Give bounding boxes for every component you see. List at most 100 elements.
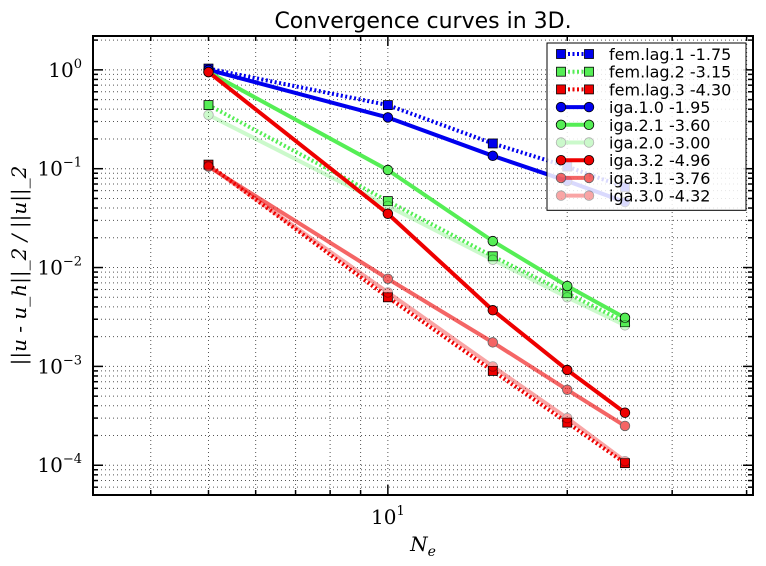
y-tick-label: 10−4 [37,452,82,477]
legend-marker [584,66,594,77]
data-point [562,417,573,428]
legend-entry: iga.3.0 -4.32 [555,187,710,206]
legend-label: fem.lag.3 -4.30 [609,80,731,99]
legend-entry: iga.2.0 -3.00 [555,134,710,153]
data-point [487,361,498,372]
legend-marker [583,154,595,166]
legend-label: iga.3.0 -4.32 [609,187,710,206]
legend-marker [584,84,594,95]
legend-marker [583,190,595,201]
data-point [619,455,631,467]
y-tick-label: 10−3 [37,353,82,378]
legend-label: iga.2.0 -3.00 [609,134,710,153]
legend-entry: fem.lag.1 -1.75 [556,45,731,64]
legend-marker [583,119,595,131]
legend-marker [555,154,567,166]
data-point [382,100,393,110]
series-iga.3.0 [203,160,631,467]
y-tick-label: 100 [48,57,82,82]
data-point [203,161,214,172]
legend-entry: iga.3.1 -3.76 [555,169,710,188]
legend-entry: iga.1.0 -1.95 [555,98,710,117]
axis-labels: Ne ||u - u_h||_2 / ||u||_2 [7,166,436,560]
data-point [382,208,394,219]
y-tick-label: 10−2 [37,255,82,280]
legend-swatch [555,137,595,148]
series-iga.2.0 [203,109,631,331]
legend-marker [555,172,567,184]
data-point [382,287,394,298]
legend-label: iga.3.1 -3.76 [609,169,710,188]
legend-label: fem.lag.2 -3.15 [609,63,731,82]
legend-swatch [556,84,594,95]
data-point [203,100,214,110]
legend-marker [555,137,567,148]
data-point [203,66,214,78]
series-line [207,113,626,328]
data-point [382,112,394,123]
legend-marker [555,101,567,113]
data-point [203,160,214,171]
axis-ticks: 100 10−1 10−2 10−3 10−4 101 [37,36,753,529]
legend-marker [556,49,566,59]
legend-entry: iga.3.2 -4.96 [555,151,710,170]
plot-frame [92,35,754,496]
data-point [562,280,573,292]
legend-marker [583,137,595,148]
legend-label: iga.1.0 -1.95 [609,98,710,117]
y-axis-label: ||u - u_h||_2 / ||u||_2 [7,166,32,366]
data-point [487,251,498,262]
legend-swatch [555,119,595,131]
legend-entry: iga.2.1 -3.60 [555,116,710,135]
data-point [487,138,498,149]
legend-swatch [556,66,594,77]
data-point [382,196,393,207]
y-tick-label: 10−1 [37,156,82,181]
data-point [487,366,498,376]
legend-marker [584,49,594,59]
legend-marker [555,190,567,201]
chart-title: Convergence curves in 3D. [274,9,571,34]
data-point [487,235,498,247]
legend-entry: fem.lag.2 -3.15 [556,63,731,82]
data-point [562,364,573,376]
data-point [619,312,631,324]
x-tick-label: 101 [371,504,405,529]
legend-label: iga.3.2 -4.96 [609,151,710,170]
legend-label: iga.2.1 -3.60 [609,116,710,135]
series-iga.3.1 [203,161,631,432]
data-point [203,109,214,121]
legend-marker [556,66,566,77]
legend-marker [555,119,567,131]
legend-swatch [555,172,595,184]
data-point [487,150,498,162]
data-point [562,412,573,424]
data-point [487,337,498,348]
data-point [562,384,573,395]
legend-entry: fem.lag.3 -4.30 [556,80,731,99]
data-point [487,305,498,316]
data-point [382,292,393,303]
legend-marker [583,172,595,184]
data-point [619,320,631,331]
data-point [382,273,394,284]
data-point [382,164,394,176]
series-line [207,103,626,324]
legend-marker [583,101,595,113]
legend-marker [556,84,566,95]
series-line [207,164,627,463]
data-point [620,458,630,469]
data-point [487,254,498,265]
data-point [562,292,573,303]
legend-swatch [555,154,595,166]
x-axis-label: Ne [409,532,436,560]
legend-swatch [556,49,594,59]
series-iga.3.2 [203,66,631,418]
legend-label: fem.lag.1 -1.75 [609,45,731,64]
legend-swatch [555,190,595,201]
data-point [619,407,631,418]
data-point [619,420,631,432]
legend-swatch [555,101,595,113]
